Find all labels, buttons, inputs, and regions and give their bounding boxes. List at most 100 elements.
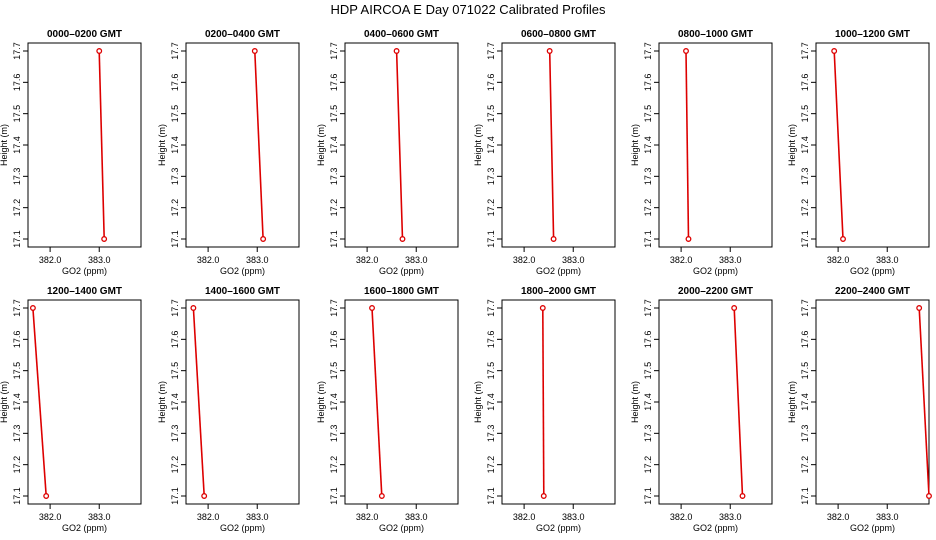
panel-title: 0200–0400 GMT xyxy=(205,29,280,40)
y-tick-label: 17.1 xyxy=(329,487,339,505)
y-axis-label: Height (m) xyxy=(630,381,640,423)
data-point xyxy=(831,48,838,54)
y-tick-label: 17.6 xyxy=(800,331,810,349)
y-tick-label: 17.5 xyxy=(12,105,22,123)
profile-line xyxy=(833,50,844,240)
y-axis-label: Height (m) xyxy=(473,381,483,423)
data-point xyxy=(369,305,375,311)
panel-title: 1800–2000 GMT xyxy=(521,286,596,297)
panel-6: 1000–1200 GMT 17.1 17.2 17.3 17.4 17.5 17.6 17.… xyxy=(787,29,930,276)
y-tick-label: 17.2 xyxy=(800,456,810,474)
y-tick-label: 17.6 xyxy=(329,331,339,349)
panel-10: 1800–2000 GMT 17.1 17.2 17.3 17.4 17.5 17.6 17.… xyxy=(473,286,616,533)
data-point xyxy=(926,493,932,499)
x-axis-label: GO2 (ppm) xyxy=(693,266,738,276)
y-tick-label: 17.2 xyxy=(643,456,653,474)
x-tick-label: 382.0 xyxy=(827,512,850,522)
y-tick-label: 17.6 xyxy=(12,74,22,92)
plot-frame xyxy=(815,42,930,248)
panel-title: 0400–0600 GMT xyxy=(364,29,439,40)
x-axis-label: GO2 (ppm) xyxy=(379,523,424,533)
y-tick-label: 17.4 xyxy=(800,136,810,154)
y-tick-label: 17.5 xyxy=(800,105,810,123)
panel-5: 0800–1000 GMT 17.1 17.2 17.3 17.4 17.5 17.6 17.… xyxy=(630,29,773,276)
y-axis-label: Height (m) xyxy=(316,124,326,166)
y-axis-label: Height (m) xyxy=(157,381,167,423)
y-tick-label: 17.7 xyxy=(486,299,496,317)
x-tick-label: 383.0 xyxy=(719,255,742,265)
y-tick-label: 17.4 xyxy=(486,136,496,154)
y-tick-label: 17.3 xyxy=(12,168,22,186)
x-tick-label: 382.0 xyxy=(356,512,379,522)
panel-title: 0800–1000 GMT xyxy=(678,29,753,40)
y-tick-label: 17.5 xyxy=(170,105,180,123)
profile-line xyxy=(32,307,47,497)
y-tick-label: 17.4 xyxy=(12,136,22,154)
data-point xyxy=(546,48,553,54)
profile-line xyxy=(548,50,555,240)
panel-title: 1000–1200 GMT xyxy=(835,29,910,40)
y-tick-label: 17.7 xyxy=(486,42,496,60)
plot-frame xyxy=(501,299,616,505)
data-point xyxy=(840,236,846,242)
x-axis-label: GO2 (ppm) xyxy=(693,523,738,533)
panel-title: 0000–0200 GMT xyxy=(47,29,122,40)
y-tick-label: 17.7 xyxy=(800,42,810,60)
y-tick-label: 17.4 xyxy=(329,136,339,154)
y-axis-label: Height (m) xyxy=(787,381,797,423)
profile-line xyxy=(254,50,264,240)
x-tick-label: 383.0 xyxy=(246,512,269,522)
y-tick-label: 17.1 xyxy=(12,487,22,505)
x-tick-label: 382.0 xyxy=(670,512,693,522)
y-axis-label: Height (m) xyxy=(0,124,9,166)
y-axis-label: Height (m) xyxy=(787,124,797,166)
x-tick-label: 382.0 xyxy=(356,255,379,265)
x-tick-label: 383.0 xyxy=(88,255,111,265)
y-tick-label: 17.3 xyxy=(800,168,810,186)
y-tick-label: 17.1 xyxy=(643,487,653,505)
y-tick-label: 17.4 xyxy=(170,393,180,411)
x-tick-label: 382.0 xyxy=(827,255,850,265)
y-tick-label: 17.3 xyxy=(170,425,180,443)
panel-7: 1200–1400 GMT 17.1 17.2 17.3 17.4 17.5 17.6 17.… xyxy=(0,286,142,533)
y-tick-label: 17.6 xyxy=(329,74,339,92)
y-tick-label: 17.4 xyxy=(170,136,180,154)
y-tick-label: 17.5 xyxy=(486,105,496,123)
y-axis-label: Height (m) xyxy=(630,124,640,166)
y-tick-label: 17.3 xyxy=(12,425,22,443)
plot-frame xyxy=(658,299,773,505)
y-tick-label: 17.5 xyxy=(329,105,339,123)
y-tick-label: 17.7 xyxy=(643,299,653,317)
data-point xyxy=(916,305,923,311)
x-tick-label: 382.0 xyxy=(197,512,220,522)
x-axis-label: GO2 (ppm) xyxy=(62,523,107,533)
data-point xyxy=(190,305,197,311)
x-tick-label: 382.0 xyxy=(513,255,536,265)
data-point xyxy=(550,236,557,242)
y-tick-label: 17.6 xyxy=(486,74,496,92)
x-axis-label: GO2 (ppm) xyxy=(220,266,265,276)
panel-11: 2000–2200 GMT 17.1 17.2 17.3 17.4 17.5 17.6 17.… xyxy=(630,286,773,533)
data-point xyxy=(540,493,547,499)
y-tick-label: 17.5 xyxy=(643,105,653,123)
data-point xyxy=(739,493,746,499)
y-tick-label: 17.2 xyxy=(329,199,339,217)
x-tick-label: 383.0 xyxy=(876,255,899,265)
y-tick-label: 17.2 xyxy=(486,456,496,474)
profile-line xyxy=(918,307,930,497)
plot-frame xyxy=(185,42,300,248)
plot-frame xyxy=(501,42,616,248)
y-tick-label: 17.5 xyxy=(800,362,810,380)
data-point xyxy=(29,305,36,311)
data-point xyxy=(399,236,406,242)
x-tick-label: 383.0 xyxy=(562,255,585,265)
y-tick-label: 17.5 xyxy=(329,362,339,380)
panel-grid: 0000–0200 GMT 17.1 17.2 17.3 17.4 17.5 17.6 17.… xyxy=(0,29,932,533)
y-tick-label: 17.7 xyxy=(170,299,180,317)
y-tick-label: 17.1 xyxy=(12,230,22,248)
y-tick-label: 17.1 xyxy=(800,487,810,505)
data-point xyxy=(731,305,738,311)
y-tick-label: 17.2 xyxy=(12,456,22,474)
y-tick-label: 17.2 xyxy=(486,199,496,217)
